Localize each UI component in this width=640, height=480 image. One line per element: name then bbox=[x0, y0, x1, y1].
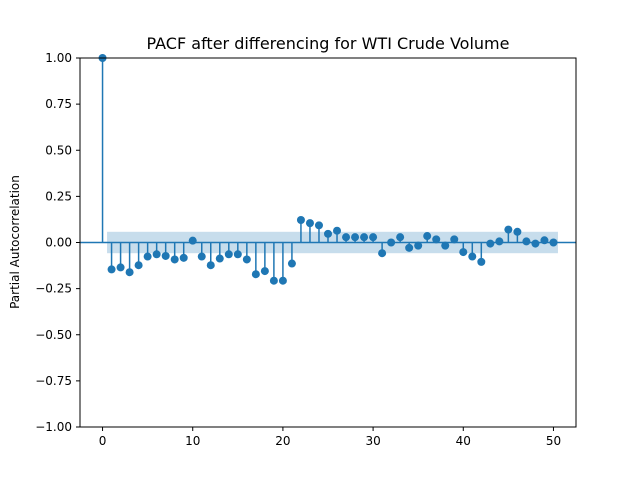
data-point bbox=[287, 259, 296, 268]
data-point bbox=[378, 249, 387, 258]
plot-area bbox=[80, 54, 576, 285]
chart-title: PACF after differencing for WTI Crude Vo… bbox=[147, 34, 510, 53]
x-tick-label: 0 bbox=[99, 434, 107, 448]
data-point bbox=[423, 232, 432, 241]
data-point bbox=[468, 252, 477, 261]
y-tick-label: −0.75 bbox=[35, 374, 72, 388]
y-tick-label: 0.25 bbox=[45, 189, 72, 203]
data-point bbox=[387, 238, 396, 247]
data-point bbox=[432, 235, 441, 244]
data-point bbox=[441, 241, 450, 250]
data-point bbox=[450, 235, 459, 244]
data-point bbox=[269, 276, 278, 285]
data-point bbox=[513, 227, 522, 236]
data-point bbox=[477, 257, 486, 266]
data-point bbox=[342, 233, 351, 242]
y-tick-label: 1.00 bbox=[45, 51, 72, 65]
data-point bbox=[414, 241, 423, 250]
data-point bbox=[495, 237, 504, 246]
x-tick-label: 40 bbox=[456, 434, 471, 448]
data-point bbox=[215, 254, 224, 263]
x-tick-label: 30 bbox=[365, 434, 380, 448]
data-point bbox=[116, 263, 125, 272]
data-point bbox=[504, 225, 513, 234]
data-point bbox=[333, 226, 342, 235]
data-point bbox=[296, 215, 305, 224]
axes: 0 10 20 30 40 50 −1.00 −0.75 −0.50 −0.25 0.00 0.25 0… bbox=[35, 51, 577, 448]
data-point bbox=[369, 233, 378, 242]
data-point bbox=[161, 251, 170, 260]
y-tick-label: 0.75 bbox=[45, 97, 72, 111]
data-point bbox=[179, 253, 188, 262]
data-point bbox=[224, 250, 233, 259]
data-point bbox=[152, 250, 161, 259]
data-point bbox=[405, 243, 414, 252]
y-tick-label: 0.00 bbox=[45, 236, 72, 250]
y-tick-label: −0.50 bbox=[35, 328, 72, 342]
data-point bbox=[486, 239, 495, 248]
data-point bbox=[251, 270, 260, 279]
data-point bbox=[134, 261, 143, 270]
data-point bbox=[360, 233, 369, 242]
x-tick-label: 50 bbox=[546, 434, 561, 448]
x-tick-label: 10 bbox=[185, 434, 200, 448]
data-point bbox=[396, 233, 405, 242]
x-tick-label: 20 bbox=[275, 434, 290, 448]
data-point bbox=[324, 229, 332, 238]
data-point bbox=[549, 238, 558, 247]
data-point bbox=[531, 239, 540, 248]
data-point bbox=[459, 248, 468, 257]
y-tick-label: −0.25 bbox=[35, 282, 72, 296]
data-point bbox=[522, 237, 531, 246]
data-point bbox=[540, 236, 549, 245]
data-point bbox=[233, 250, 242, 259]
y-tick-label: 0.50 bbox=[45, 143, 72, 157]
data-point bbox=[206, 261, 215, 270]
data-point bbox=[188, 236, 197, 245]
data-point bbox=[107, 265, 116, 274]
data-point bbox=[143, 252, 152, 261]
data-point bbox=[242, 255, 251, 264]
data-point bbox=[278, 276, 287, 285]
data-point bbox=[351, 233, 360, 242]
y-tick-label: −1.00 bbox=[35, 420, 72, 434]
data-point bbox=[125, 268, 134, 277]
data-point bbox=[314, 221, 323, 230]
data-point bbox=[197, 252, 206, 261]
y-axis-label: Partial Autocorrelation bbox=[8, 175, 22, 309]
data-point bbox=[305, 219, 314, 228]
data-point bbox=[260, 267, 269, 276]
data-point bbox=[170, 255, 179, 264]
